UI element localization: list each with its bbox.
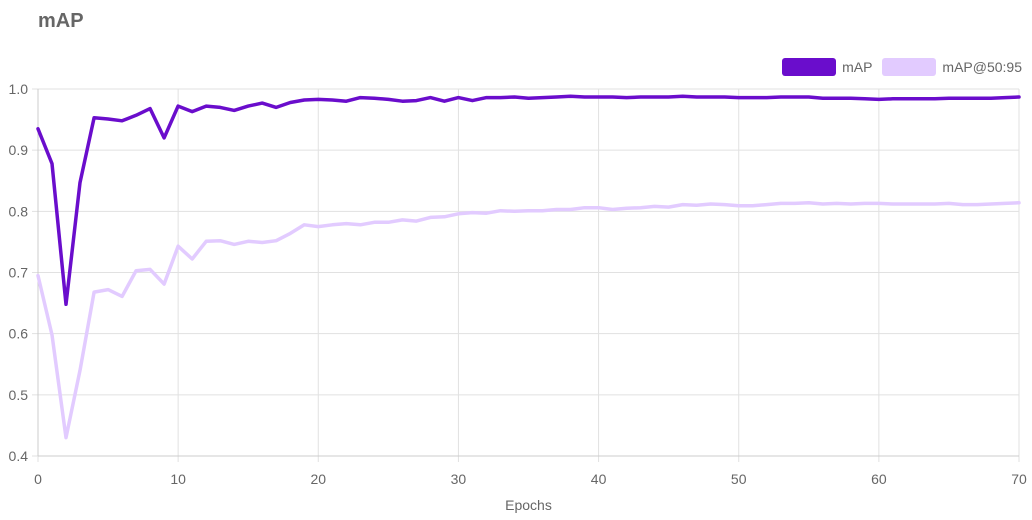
x-tick-label: 20 [310,471,326,487]
x-tick-label: 70 [1011,471,1027,487]
y-tick-label: 0.4 [9,448,29,464]
series-line-map-50-95 [36,201,1021,440]
x-tick-label: 50 [731,471,747,487]
x-tick-label: 60 [871,471,887,487]
x-tick-label: 30 [451,471,467,487]
x-axis-label: Epochs [505,497,552,513]
y-tick-label: 0.6 [9,326,29,342]
chart-title: mAP [38,10,84,32]
legend-label-map: mAP [842,59,873,75]
legend-label-map-50-95: mAP@50:95 [942,59,1022,75]
x-tick-label: 40 [591,471,607,487]
legend-item-map-50-95[interactable]: mAP@50:95 [882,58,1022,76]
y-tick-label: 1.0 [9,81,29,97]
legend-swatch-map [782,58,837,76]
x-tick-label: 10 [170,471,186,487]
y-tick-label: 0.8 [9,203,29,219]
chart-legend: mAP mAP@50:95 [782,58,1022,76]
legend-item-map[interactable]: mAP [782,58,872,76]
x-tick-label: 0 [34,471,42,487]
legend-swatch-map-50-95 [882,58,937,76]
series-line-map [36,94,1021,307]
y-tick-label: 0.5 [9,387,29,403]
y-tick-label: 0.7 [9,265,29,281]
y-tick-label: 0.9 [9,142,29,158]
